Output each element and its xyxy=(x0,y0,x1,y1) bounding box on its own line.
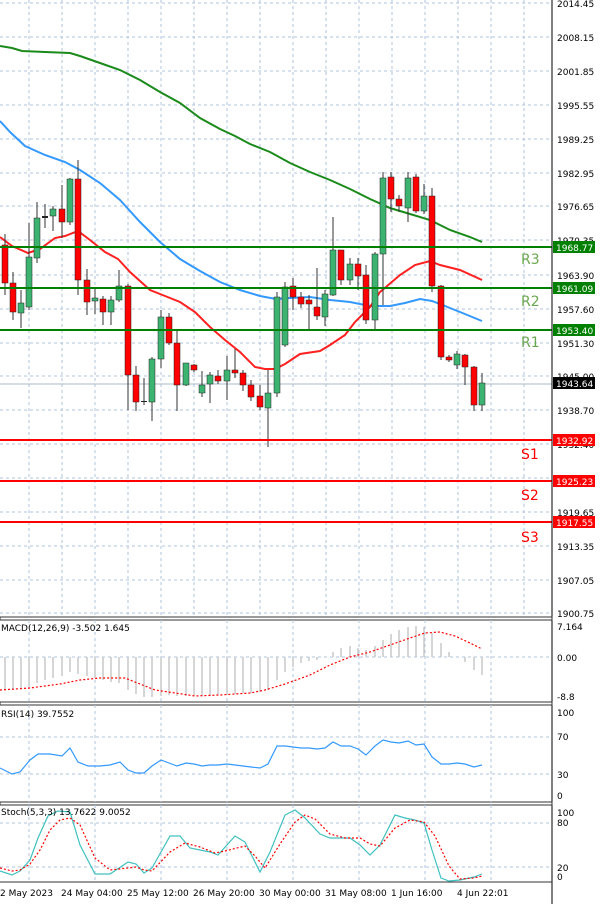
svg-text:7.164: 7.164 xyxy=(557,623,583,633)
ma-fast-line xyxy=(0,229,483,370)
svg-text:30 May 00:00: 30 May 00:00 xyxy=(259,889,321,899)
svg-text:1913.35: 1913.35 xyxy=(557,543,594,553)
svg-text:100: 100 xyxy=(557,709,574,719)
svg-text:0: 0 xyxy=(557,792,563,802)
stoch-d-line xyxy=(0,814,483,880)
r2-label: R2 xyxy=(521,294,540,310)
s3-tag: 1917.55 xyxy=(556,519,593,529)
svg-text:1982.95: 1982.95 xyxy=(557,170,594,180)
svg-text:70: 70 xyxy=(557,733,569,743)
s3-label: S3 xyxy=(521,530,539,546)
svg-text:24 May 04:00: 24 May 04:00 xyxy=(61,889,123,899)
ma-mid-line xyxy=(0,120,483,322)
svg-text:2 May 2023: 2 May 2023 xyxy=(0,889,53,899)
s2-label: S2 xyxy=(521,488,539,504)
price-tags: 1968.77 1961.09 1953.40 1943.64 1932.92 … xyxy=(553,241,595,529)
svg-text:1 Jun 16:00: 1 Jun 16:00 xyxy=(391,889,443,899)
sr-levels: R3 R2 R1 S1 S2 S3 xyxy=(0,246,552,546)
rsi-label: RSI(14) 39.7552 xyxy=(1,710,74,720)
r1-tag: 1953.40 xyxy=(556,327,593,337)
svg-text:1976.65: 1976.65 xyxy=(557,203,594,213)
r2-tag: 1961.09 xyxy=(556,285,593,295)
s2-tag: 1925.23 xyxy=(556,478,593,488)
svg-text:1963.90: 1963.90 xyxy=(557,272,594,282)
time-axis: 2 May 2023 24 May 04:00 25 May 12:00 26 … xyxy=(0,889,508,899)
macd-panel: MACD(12,26,9) -3.502 1.645 7.164 0.00 -8… xyxy=(0,620,583,703)
svg-text:2001.85: 2001.85 xyxy=(557,68,594,78)
svg-text:4 Jun 22:01: 4 Jun 22:01 xyxy=(457,889,508,899)
stoch-panel: Stoch(5,3,3) 13.7622 9.0052 100 80 20 0 xyxy=(0,805,574,883)
svg-text:1900.75: 1900.75 xyxy=(557,610,594,620)
ma-slow-line xyxy=(0,45,483,243)
macd-signal-line xyxy=(0,631,483,697)
svg-text:1919.65: 1919.65 xyxy=(557,509,594,519)
svg-text:100: 100 xyxy=(557,809,574,819)
svg-text:-8.8: -8.8 xyxy=(557,693,575,703)
svg-text:30: 30 xyxy=(557,771,569,781)
svg-text:26 May 20:00: 26 May 20:00 xyxy=(193,889,255,899)
svg-text:1938.70: 1938.70 xyxy=(557,407,594,417)
svg-text:1989.25: 1989.25 xyxy=(557,136,594,146)
svg-text:80: 80 xyxy=(557,819,569,829)
svg-text:2008.15: 2008.15 xyxy=(557,34,594,44)
r3-tag: 1968.77 xyxy=(556,244,593,254)
stoch-label: Stoch(5,3,3) 13.7622 9.0052 xyxy=(1,808,131,818)
r3-label: R3 xyxy=(521,252,540,268)
r1-label: R1 xyxy=(521,335,540,351)
macd-label: MACD(12,26,9) -3.502 1.645 xyxy=(1,624,130,634)
svg-text:20: 20 xyxy=(557,864,569,874)
svg-text:2014.45: 2014.45 xyxy=(557,0,594,10)
rsi-panel: RSI(14) 39.7552 100 70 30 0 xyxy=(0,705,574,802)
svg-text:1957.60: 1957.60 xyxy=(557,306,594,316)
svg-text:1995.55: 1995.55 xyxy=(557,102,594,112)
svg-text:0.00: 0.00 xyxy=(557,654,577,664)
current-price-tag: 1943.64 xyxy=(556,380,593,390)
svg-text:1907.05: 1907.05 xyxy=(557,577,594,587)
svg-text:25 May 12:00: 25 May 12:00 xyxy=(127,889,189,899)
svg-text:31 May 08:00: 31 May 08:00 xyxy=(325,889,387,899)
macd-histogram xyxy=(4,626,483,697)
rsi-line xyxy=(0,739,483,775)
s1-tag: 1932.92 xyxy=(556,437,593,447)
svg-text:1951.30: 1951.30 xyxy=(557,340,594,350)
stoch-k-line xyxy=(0,809,483,882)
s1-label: S1 xyxy=(521,447,539,463)
svg-text:0: 0 xyxy=(557,873,563,883)
